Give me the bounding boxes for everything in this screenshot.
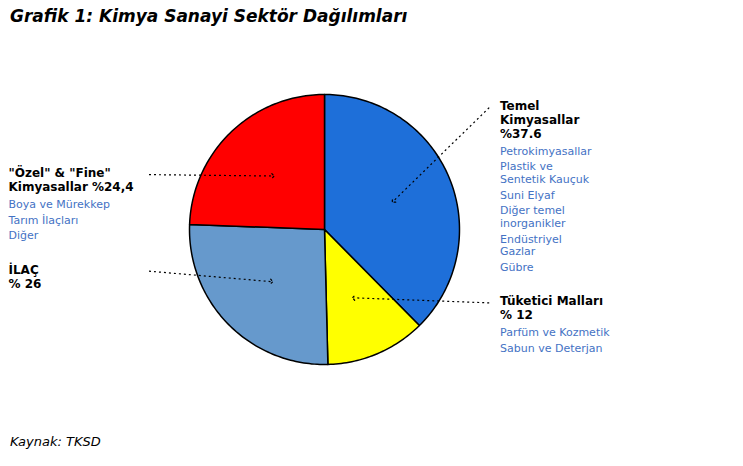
svg-text:Sabun ve Deterjan: Sabun ve Deterjan bbox=[500, 342, 603, 355]
svg-text:"Özel" & "Fine"Kimyasallar %24: "Özel" & "Fine"Kimyasallar %24,4 bbox=[9, 165, 134, 194]
svg-text:İLAÇ% 26: İLAÇ% 26 bbox=[9, 262, 42, 291]
svg-text:Diğer: Diğer bbox=[9, 229, 39, 242]
svg-text:Tüketici Malları% 12: Tüketici Malları% 12 bbox=[500, 294, 603, 322]
svg-text:Petrokimyasallar: Petrokimyasallar bbox=[500, 145, 592, 158]
svg-text:TemelKimyasallar%37.6: TemelKimyasallar%37.6 bbox=[500, 99, 579, 141]
svg-text:Plastik veSentetik Kauçuk: Plastik veSentetik Kauçuk bbox=[500, 160, 590, 186]
svg-text:Parfüm ve Kozmetik: Parfüm ve Kozmetik bbox=[500, 326, 610, 339]
svg-text:Suni Elyaf: Suni Elyaf bbox=[500, 189, 556, 202]
html-text:Kaynak: TKSD: Kaynak: TKSD bbox=[10, 434, 101, 449]
svg-text:Boya ve Mürekkep: Boya ve Mürekkep bbox=[9, 198, 110, 211]
svg-text:Gübre: Gübre bbox=[500, 261, 534, 274]
html-text:Grafik 1: Kimya Sanayi Sektör: Grafik 1: Kimya Sanayi Sektör Dağılımlar… bbox=[10, 6, 408, 26]
svg-text:Tarım İlaçları: Tarım İlaçları bbox=[8, 214, 79, 227]
svg-text:EndüstriyelGazlar: EndüstriyelGazlar bbox=[500, 233, 562, 259]
svg-text:Diğer temelinorganikler: Diğer temelinorganikler bbox=[500, 204, 566, 230]
